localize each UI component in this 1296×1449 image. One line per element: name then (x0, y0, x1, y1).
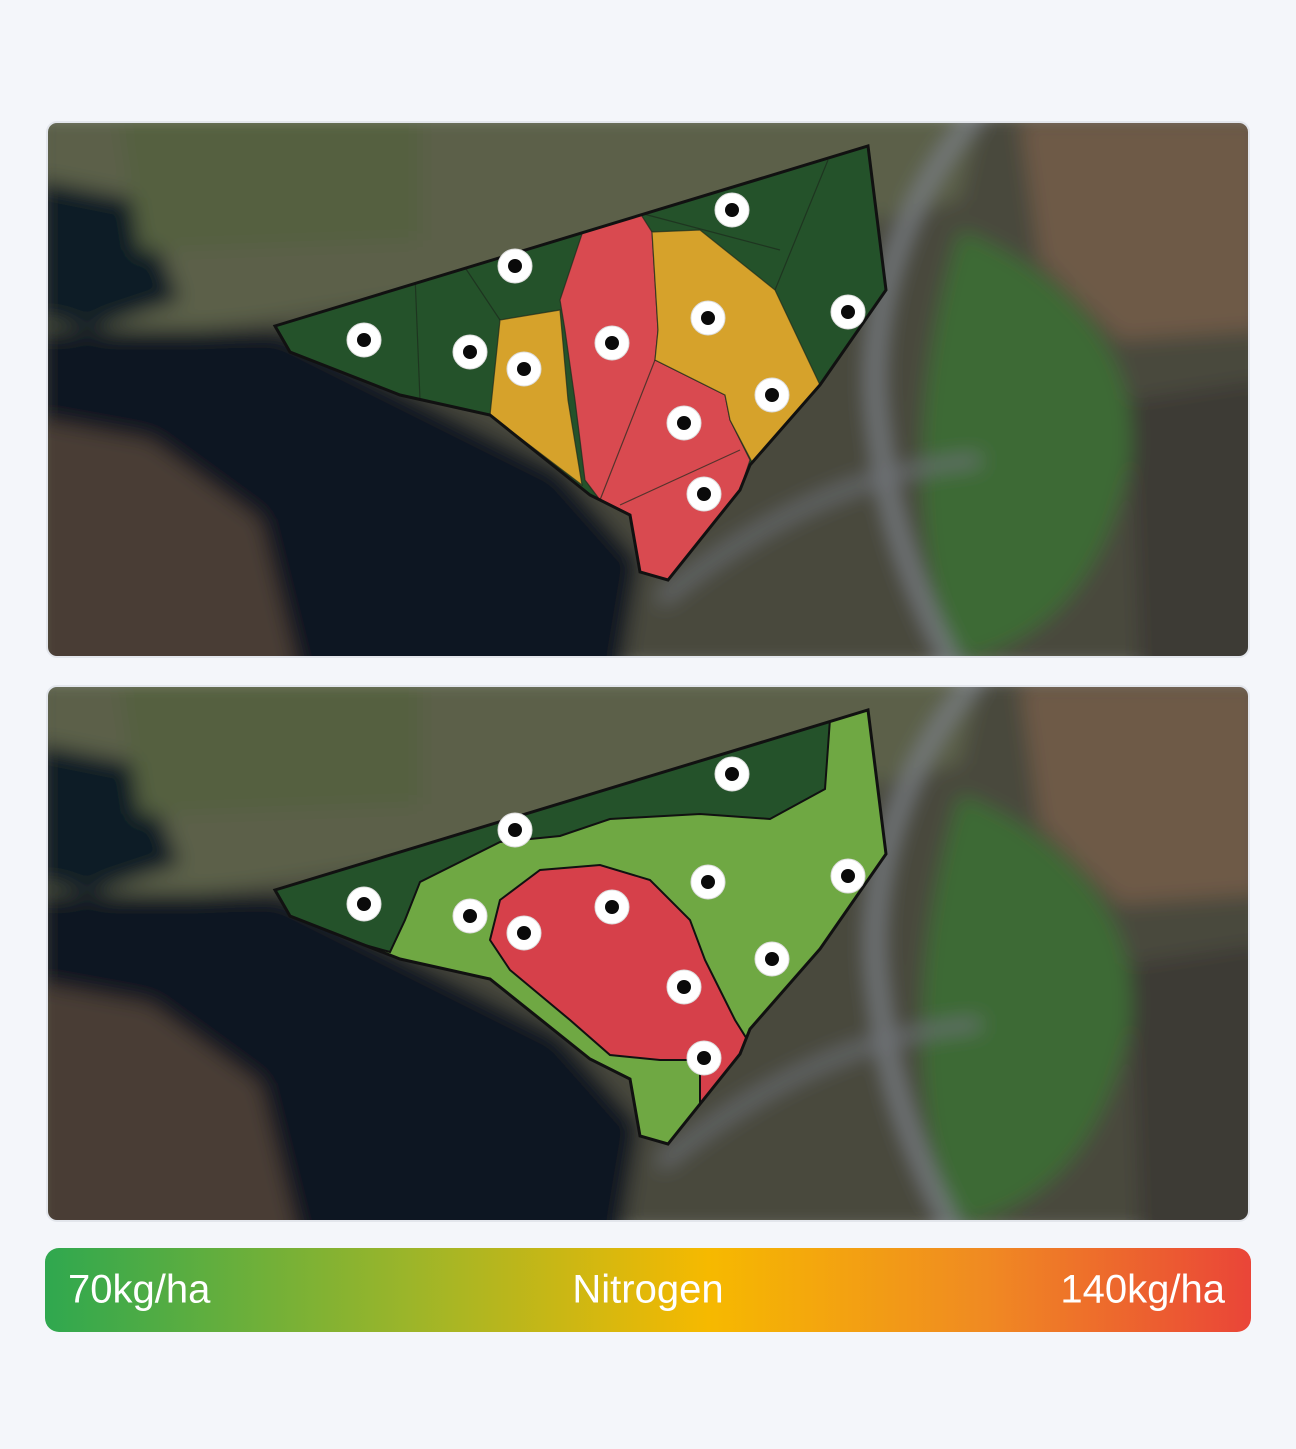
sample-point-center (725, 767, 739, 781)
sample-point-center (517, 362, 531, 376)
sample-point-center (605, 336, 619, 350)
legend-bar: 70kg/ha Nitrogen 140kg/ha (45, 1248, 1251, 1332)
sample-point-center (765, 388, 779, 402)
zone-mid (489, 309, 583, 487)
sample-point-center (841, 305, 855, 319)
sample-point-center (841, 869, 855, 883)
sample-point-center (463, 909, 477, 923)
sample-point-center (605, 900, 619, 914)
sample-point-center (677, 416, 691, 430)
sample-point-center (508, 259, 522, 273)
legend-min: 70kg/ha (68, 1267, 211, 1312)
sample-point-center (463, 345, 477, 359)
maps (46, 121, 1250, 1222)
sample-points (346, 192, 866, 512)
sample-point-center (357, 897, 371, 911)
panel-border (46, 121, 1250, 658)
sample-point-center (508, 823, 522, 837)
sample-point-center (517, 926, 531, 940)
map-panel-zones (46, 121, 1250, 658)
sample-point-center (701, 311, 715, 325)
sample-point-center (697, 1051, 711, 1065)
sample-point-center (725, 203, 739, 217)
legend-max: 140kg/ha (1060, 1267, 1225, 1312)
sample-point-center (701, 875, 715, 889)
sample-point-center (357, 333, 371, 347)
sample-point-center (697, 487, 711, 501)
panel-border (46, 685, 1250, 1222)
map-panel-interpolated (46, 685, 1250, 1222)
sample-point-center (765, 952, 779, 966)
sample-points (346, 756, 866, 1076)
sample-point-center (677, 980, 691, 994)
legend-title: Nitrogen (572, 1267, 724, 1312)
zone-boundary (414, 159, 829, 506)
